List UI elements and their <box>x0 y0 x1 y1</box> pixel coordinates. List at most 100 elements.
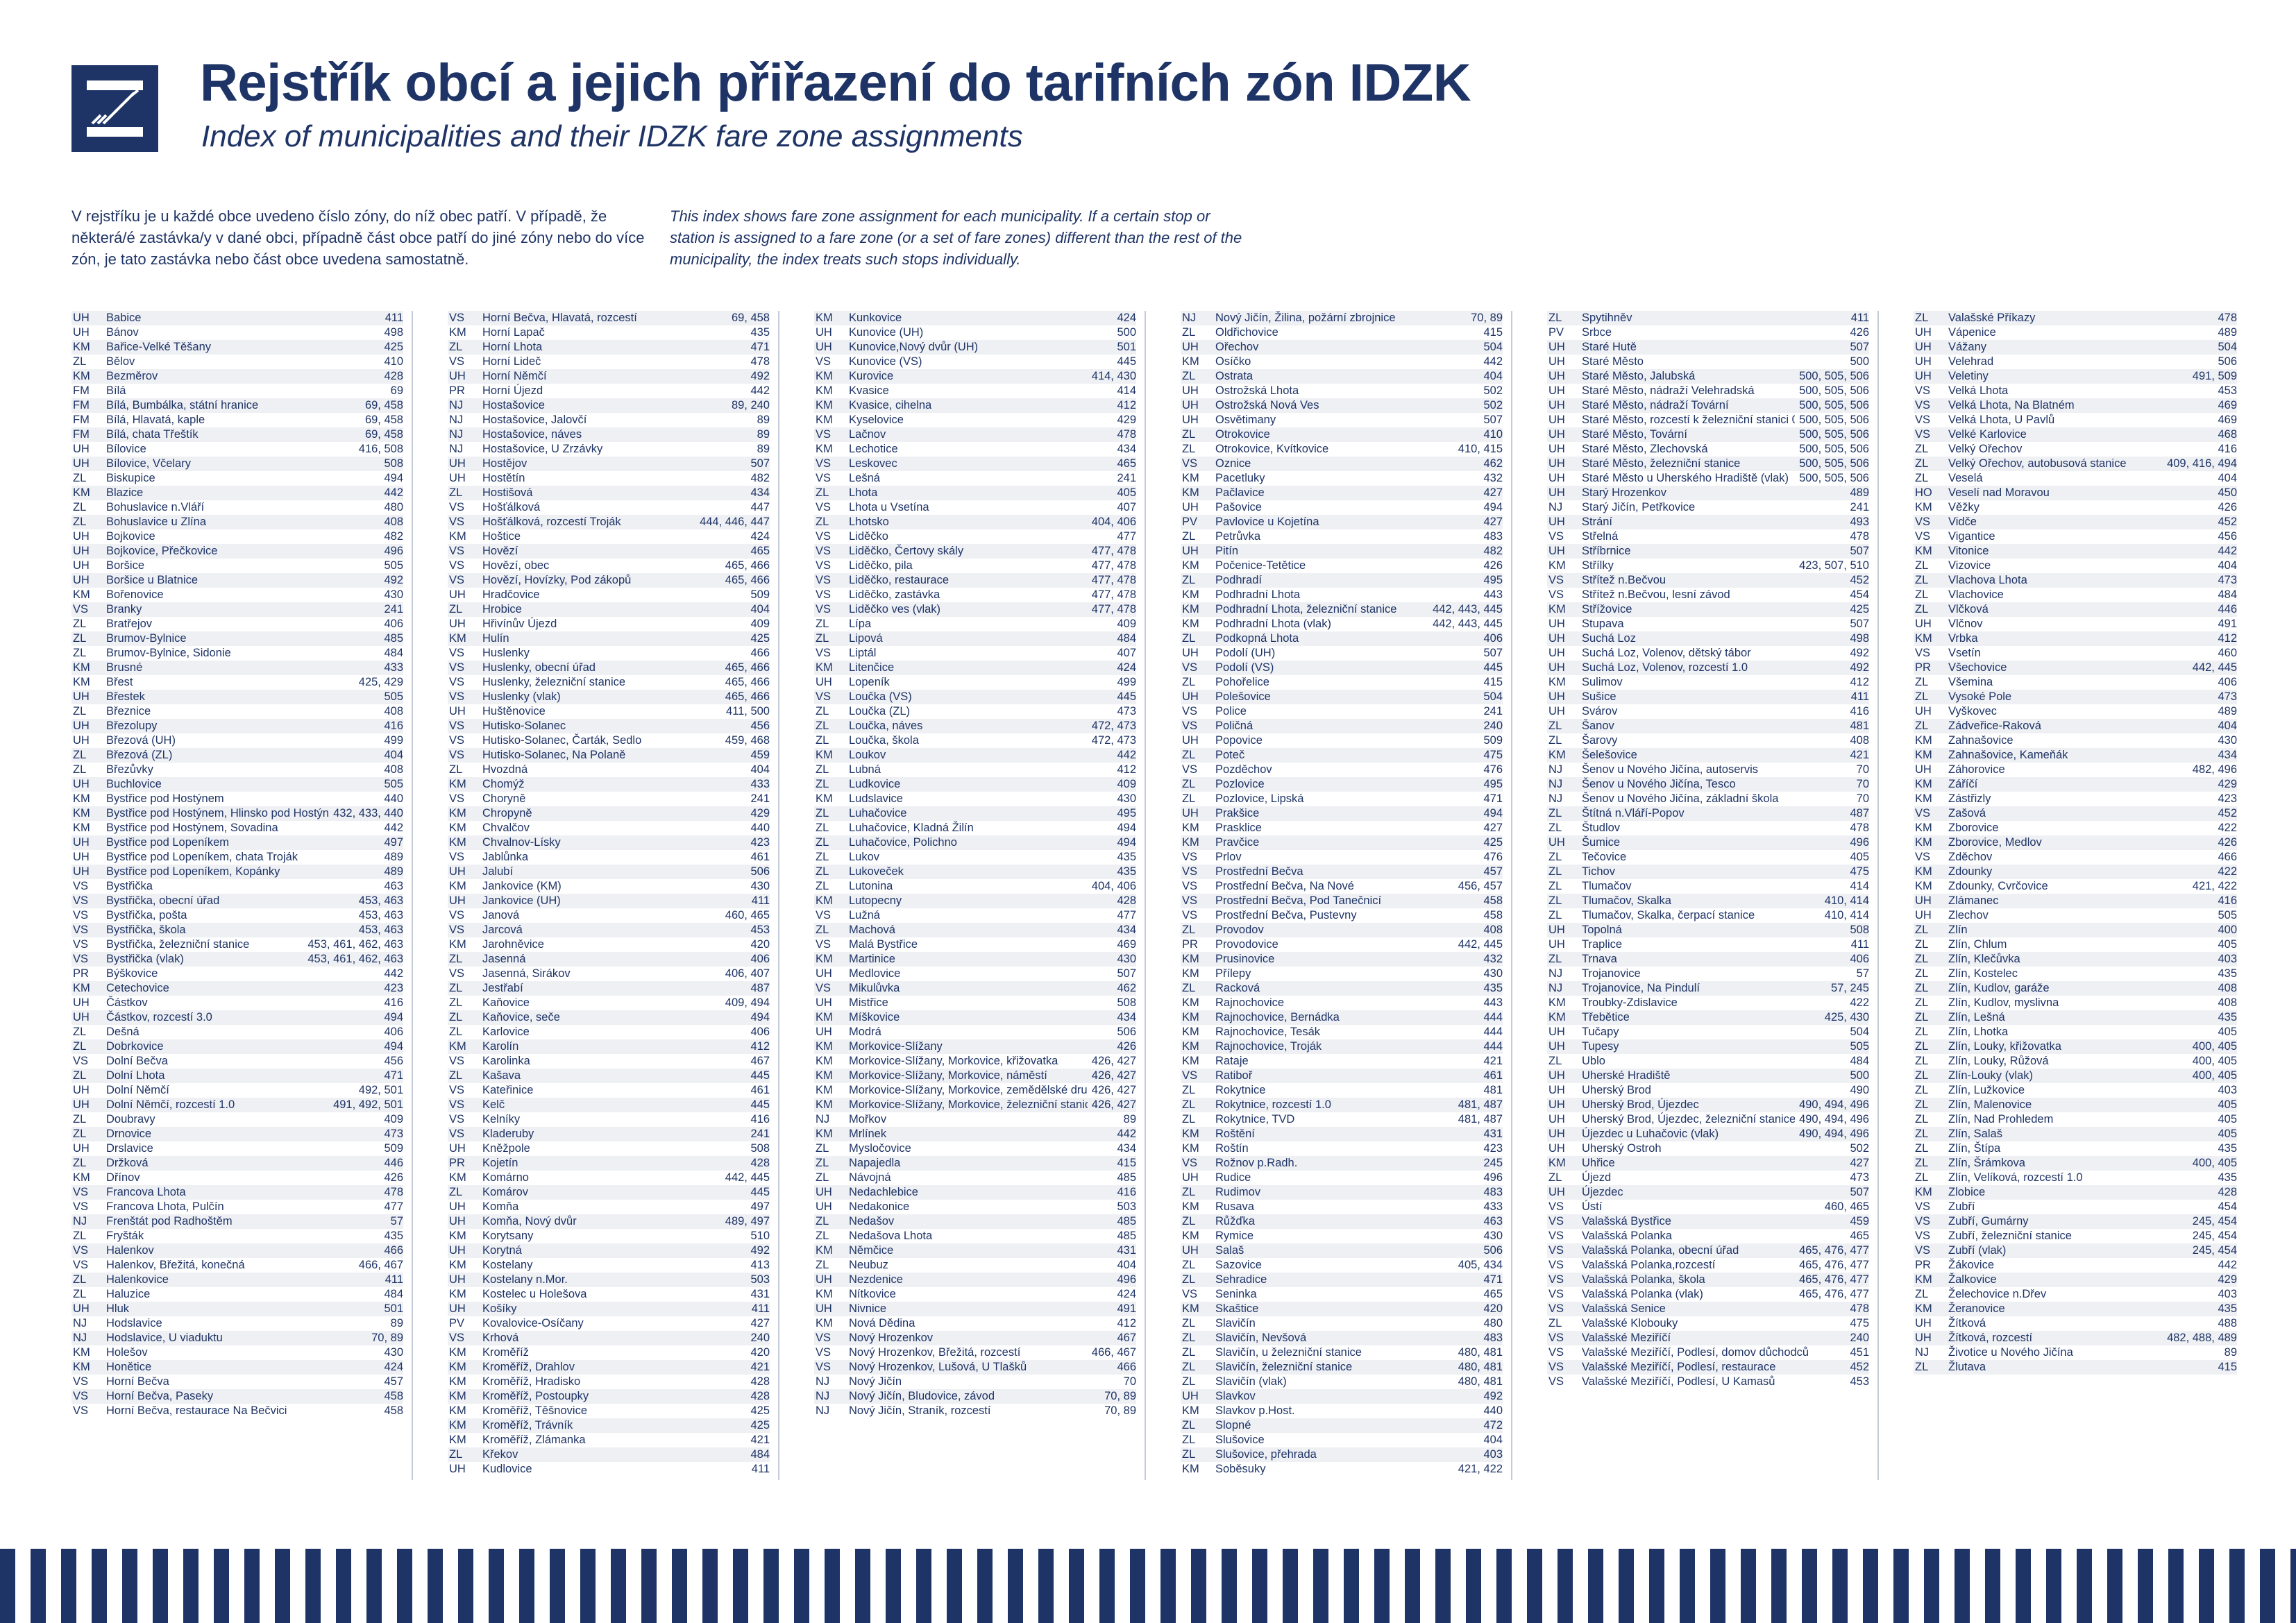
list-item: UH Popovice 509 <box>1181 733 1503 748</box>
district-code: VS <box>1548 1259 1564 1271</box>
list-item: ZL Machová 434 <box>814 923 1136 937</box>
stripe <box>458 1549 473 1623</box>
municipality-name: Slavičín, Nevšová <box>1215 1332 1307 1344</box>
zone-numbers: 484 <box>2218 588 2237 601</box>
district-code: VS <box>73 1244 89 1257</box>
municipality-name: Kroměříž, Těšnovice <box>482 1404 587 1417</box>
district-code: ZL <box>1915 676 1929 688</box>
municipality-name: Hovězí <box>482 545 518 557</box>
municipality-name: Břest <box>106 676 133 688</box>
zone-numbers: 460, 465 <box>725 909 770 921</box>
list-item: NJ Hostašovice, náves 89 <box>448 427 770 442</box>
list-item: UH Zlámanec 416 <box>1914 894 2237 908</box>
zone-numbers: 489 <box>2218 705 2237 717</box>
district-code: UH <box>1548 355 1565 368</box>
district-code: UH <box>73 851 90 863</box>
list-item: UH Újezdec u Luhačovic (vlak) 490, 494, 49… <box>1547 1127 1869 1141</box>
municipality-name: Slavičín, u železniční stanice <box>1215 1346 1362 1359</box>
stripe <box>2016 1549 2031 1623</box>
zone-numbers: 507 <box>1483 647 1503 659</box>
list-item: ZL Nedašova Lhota 485 <box>814 1229 1136 1243</box>
district-code: PV <box>1548 326 1564 339</box>
zone-numbers: 442 <box>1483 355 1503 368</box>
municipality-name: Bojkovice <box>106 530 155 543</box>
district-code: UH <box>1548 1040 1565 1053</box>
district-code: ZL <box>1548 1317 1562 1329</box>
district-code: VS <box>816 938 832 951</box>
list-item: KM Korytsany 510 <box>448 1229 770 1243</box>
municipality-name: Prlov <box>1215 851 1242 863</box>
municipality-name: Sušice <box>1582 690 1617 703</box>
zone-numbers: 422 <box>1850 996 1869 1009</box>
list-item: UH Hluk 501 <box>71 1302 403 1316</box>
zone-numbers: 456, 457 <box>1458 880 1503 892</box>
municipality-name: Bystřice pod Lopeníkem <box>106 836 230 849</box>
zone-numbers: 240 <box>1483 720 1503 732</box>
district-code: KM <box>449 1040 466 1053</box>
zone-numbers: 442 <box>384 822 403 834</box>
district-code: VS <box>816 530 832 543</box>
municipality-name: Huslenky (vlak) <box>482 690 561 703</box>
list-item: ZL Slavičín, železniční stanice 480, 481 <box>1181 1360 1503 1375</box>
zone-numbers: 458 <box>1483 894 1503 907</box>
municipality-name: Staré Hutě <box>1582 341 1637 353</box>
list-item: ZL Loučka (ZL) 473 <box>814 704 1136 719</box>
district-code: VS <box>449 545 465 557</box>
municipality-name: Luhačovice, Polichno <box>849 836 957 849</box>
zone-numbers: 497 <box>384 836 403 849</box>
district-code: ZL <box>816 778 829 790</box>
list-item: NJ Hodslavice, U viaduktu 70, 89 <box>71 1331 403 1345</box>
municipality-name: Osíčko <box>1215 355 1251 368</box>
municipality-name: Prusinovice <box>1215 953 1275 965</box>
district-code: ZL <box>73 1113 87 1125</box>
district-code: NJ <box>1548 778 1563 790</box>
municipality-name: Střítež n.Bečvou, lesní závod <box>1582 588 1730 601</box>
zone-numbers: 408 <box>384 763 403 776</box>
list-item: VS Horní Bečva 457 <box>71 1375 403 1389</box>
list-item: ZL Vlachova Lhota 473 <box>1914 573 2237 588</box>
zone-numbers: 422 <box>2218 865 2237 878</box>
zone-numbers: 490 <box>1850 1084 1869 1096</box>
district-code: VS <box>1182 763 1198 776</box>
list-item: NJ Hostašovice 89, 240 <box>448 398 770 413</box>
municipality-name: Karolín <box>482 1040 519 1053</box>
district-code: ZL <box>449 603 463 615</box>
municipality-name: Dolní Lhota <box>106 1069 165 1082</box>
municipality-name: Staré Město, železniční stanice <box>1582 457 1741 470</box>
list-item: ZL Zlín, Lhotka 405 <box>1914 1025 2237 1039</box>
list-item: UH Kunovice (UH) 500 <box>814 325 1136 340</box>
district-code: VS <box>1548 1288 1564 1300</box>
district-code: KM <box>73 341 90 353</box>
zone-numbers: 473 <box>2218 574 2237 586</box>
municipality-name: Rymice <box>1215 1230 1254 1242</box>
list-item: ZL Podhradí 495 <box>1181 573 1503 588</box>
municipality-name: Študlov <box>1582 822 1621 834</box>
district-code: ZL <box>816 865 829 878</box>
zone-numbers: 70, 89 <box>1471 312 1503 324</box>
zone-numbers: 444 <box>1483 1040 1503 1053</box>
list-item: ZL Zlín, Malenovice 405 <box>1914 1098 2237 1112</box>
municipality-name: Vidče <box>1948 516 1977 528</box>
district-code: UH <box>73 836 90 849</box>
district-code: KM <box>1548 749 1566 761</box>
zone-numbers: 430 <box>750 880 770 892</box>
zone-numbers: 415 <box>1483 326 1503 339</box>
district-code: ZL <box>1182 778 1196 790</box>
municipality-name: Pačlavice <box>1215 486 1265 499</box>
municipality-name: Prakšice <box>1215 807 1260 819</box>
district-code: VS <box>816 909 832 921</box>
zone-numbers: 431 <box>1483 1128 1503 1140</box>
district-code: KM <box>816 1244 833 1257</box>
list-item: UH Uherský Brod, Újezdec, železniční stan… <box>1547 1112 1869 1127</box>
district-code: KM <box>449 632 466 645</box>
list-item: UH Kunovice,Nový dvůr (UH) 501 <box>814 340 1136 355</box>
district-code: ZL <box>816 1157 829 1169</box>
municipality-name: Lhotsko <box>849 516 889 528</box>
list-item: KM Kroměříž, Postoupky 428 <box>448 1389 770 1404</box>
list-item: VS Loučka (VS) 445 <box>814 690 1136 704</box>
list-item: UH Staré Město u Uherského Hradiště (vlak… <box>1547 471 1869 486</box>
list-item: UH Březová (UH) 499 <box>71 733 403 748</box>
district-code: ZL <box>1915 1288 1929 1300</box>
municipality-name: Nová Dědina <box>849 1317 915 1329</box>
zone-numbers: 475 <box>1483 749 1503 761</box>
